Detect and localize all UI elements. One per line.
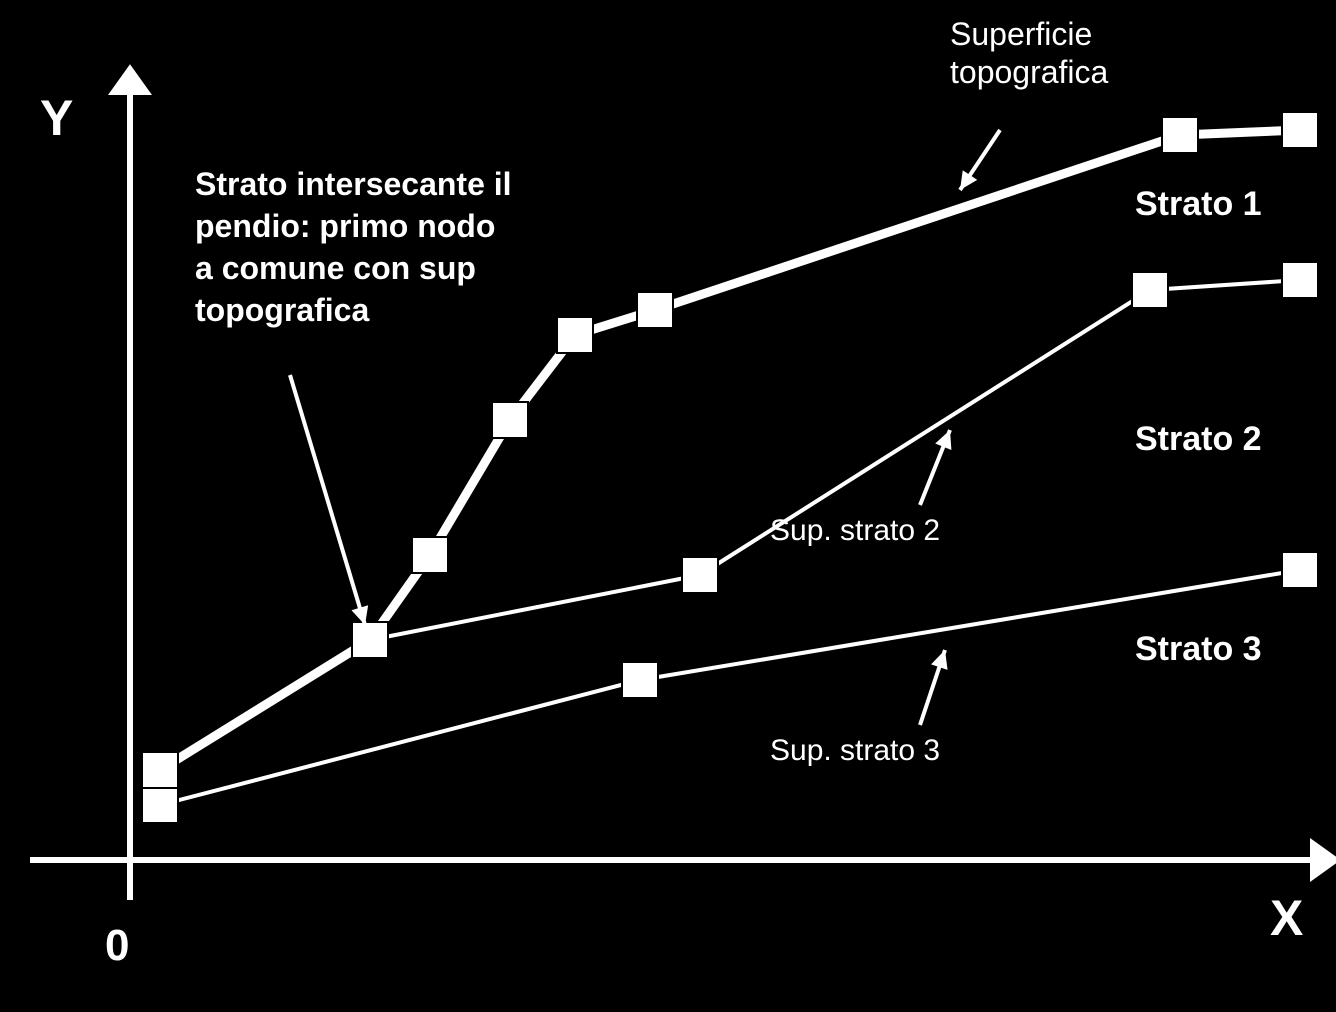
node-marker-icon bbox=[637, 292, 673, 328]
stratum3-region-label: Strato 3 bbox=[1135, 630, 1262, 668]
stratum1-region-label: Strato 1 bbox=[1135, 185, 1262, 223]
node-marker-icon bbox=[1282, 552, 1318, 588]
stratum2-surface-label: Sup. strato 2 bbox=[770, 514, 940, 547]
node-marker-icon bbox=[1132, 272, 1168, 308]
stratigraphy-diagram: Y X 0 SuperficietopograficaStrato inters… bbox=[0, 0, 1336, 1012]
node-marker-icon bbox=[1282, 112, 1318, 148]
node-marker-icon bbox=[142, 752, 178, 788]
stratum3-surface-label: Sup. strato 3 bbox=[770, 734, 940, 767]
stratum2-region-label: Strato 2 bbox=[1135, 420, 1262, 458]
node-marker-icon bbox=[1162, 117, 1198, 153]
node-marker-icon bbox=[352, 622, 388, 658]
node-marker-icon bbox=[557, 317, 593, 353]
node-marker-icon bbox=[142, 787, 178, 823]
x-axis-label: X bbox=[1270, 890, 1303, 946]
y-axis-label: Y bbox=[40, 90, 73, 146]
node-marker-icon bbox=[682, 557, 718, 593]
node-marker-icon bbox=[1282, 262, 1318, 298]
node-marker-icon bbox=[622, 662, 658, 698]
origin-label: 0 bbox=[105, 921, 129, 970]
node-marker-icon bbox=[492, 402, 528, 438]
node-marker-icon bbox=[412, 537, 448, 573]
